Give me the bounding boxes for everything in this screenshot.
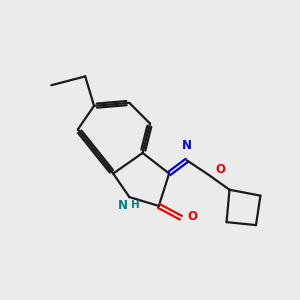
Text: H: H: [131, 200, 140, 210]
Text: O: O: [215, 163, 225, 176]
Text: O: O: [188, 210, 197, 223]
Text: N: N: [182, 139, 192, 152]
Text: N: N: [118, 200, 128, 212]
